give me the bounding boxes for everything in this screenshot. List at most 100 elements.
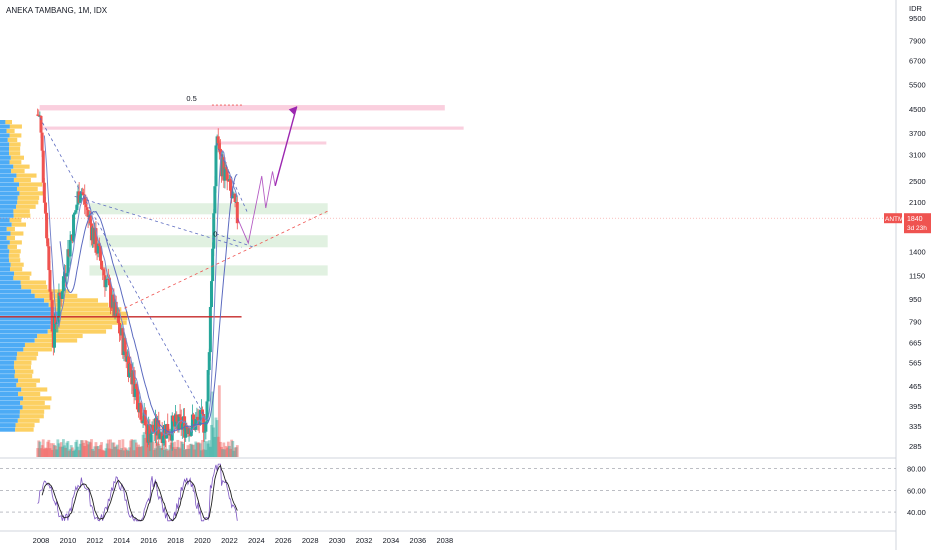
volume-profile-bar [37,333,83,339]
volume-profile-bar [0,128,7,134]
volume-bar [191,444,194,457]
volume-bar [231,441,235,457]
volume-bar [56,439,60,457]
volume-bar [60,446,64,457]
volume-profile-bar [17,351,39,356]
volume-bar [226,441,230,457]
candle-body [196,416,200,421]
volume-profile-bar [0,240,10,245]
candle-body [143,410,147,426]
volume-profile-bar [13,209,30,214]
candle-body [216,136,220,144]
volume-bar [57,443,61,457]
candle-body [180,423,184,430]
volume-profile-bar [0,209,14,214]
ticker-symbol: ANTM [885,216,903,223]
volume-bar [85,441,89,457]
candle-body [157,420,161,439]
volume-bar [99,444,102,457]
volume-profile-bar [0,151,10,156]
candle-body [179,417,183,430]
volume-profile-bar [21,284,48,290]
candle-body [185,425,189,429]
candle-body [208,306,212,353]
volume-profile-bar [11,222,27,227]
volume-bar [125,449,129,457]
volume-bar [155,442,158,457]
volume-bar [130,439,134,457]
candle-body [226,180,230,182]
candle-body [49,291,53,301]
candle-body [97,243,101,247]
volume-profile-bar [21,387,48,392]
slow-ma-line [59,173,238,434]
candle-body [129,363,133,373]
price-tick-label: 395 [909,402,922,411]
volume-bar [143,437,147,457]
volume-bar [224,445,228,457]
volume-bar [230,439,234,457]
volume-bar [79,440,83,457]
trendline [124,210,328,309]
candle-body [207,352,211,371]
volume-bar [62,439,65,457]
volume-bar [53,445,56,457]
candle-body [66,249,70,274]
volume-bar [39,448,43,457]
volume-profile-bar [0,222,12,227]
volume-profile-bar [0,427,16,432]
volume-profile-bar [0,244,8,249]
volume-bar [82,442,86,457]
volume-profile-bar [5,120,13,125]
volume-bar [86,444,90,457]
candle-body [101,269,105,271]
trendline [74,196,242,248]
volume-bar [165,448,169,457]
volume-bar [217,385,221,457]
candle-body [192,414,196,420]
volume-bar [81,440,84,457]
volume-profile-bar [9,146,21,151]
price-tick-label: 565 [909,358,922,367]
volume-profile-bar [0,124,10,129]
volume-bar [208,446,212,457]
volume-profile-bar [15,423,35,428]
volume-profile-bar [9,124,22,129]
rsi-line [37,463,238,522]
price-tick-label: 665 [909,338,922,347]
volume-bar [141,434,145,457]
volume-bar [93,446,97,457]
volume-profile-bar [57,316,128,321]
axes: IDR9500790067005500450037003100250021001… [33,4,931,545]
price-tick-label: 465 [909,382,922,391]
candle-body [47,246,51,271]
volume-profile-bar [0,298,45,303]
volume-bar [186,445,190,457]
volume-bar [116,449,120,457]
chart-title: ANEKA TAMBANG, 1M, IDX [6,6,108,15]
point-label: 0 [213,230,217,239]
volume-bar [76,446,80,457]
volume-bar [161,442,165,457]
volume-bar [213,436,217,457]
rsi-signal-line [41,464,238,522]
candle-body [148,424,152,443]
candle-body [54,316,58,325]
volume-bar [132,450,136,457]
volume-bar [128,447,132,457]
volume-profile-bar [10,155,25,160]
volume-profile-bar [0,369,16,374]
volume-profile-bar [0,338,35,343]
volume-bar [83,446,87,457]
candle-body [116,313,120,324]
candle-body [217,143,221,149]
drawings: 0.50 [0,94,896,436]
volume-profile-bar [13,177,31,183]
volume-profile-bar [0,387,22,392]
candle-body [211,248,215,282]
candle-body [225,169,229,181]
volume-profile-bar [0,182,20,187]
volume-bar [180,441,184,457]
